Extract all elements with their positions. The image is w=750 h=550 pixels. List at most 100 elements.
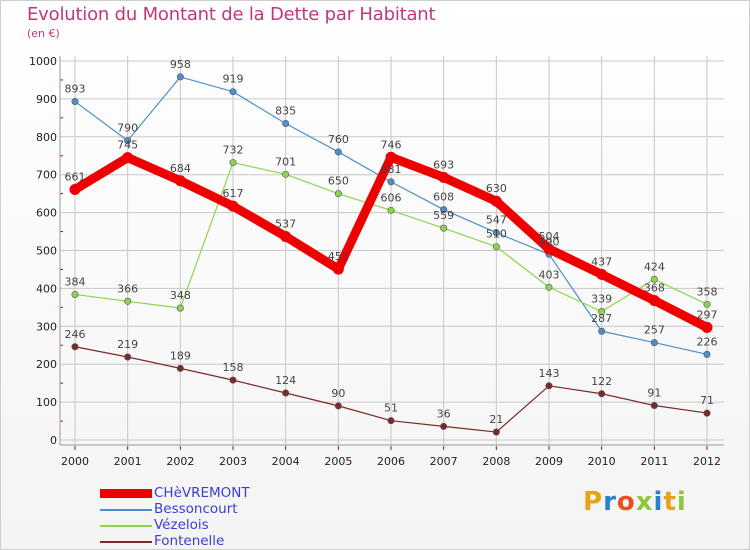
data-point-ch-vremont <box>69 183 81 195</box>
data-label-ch-vremont: 746 <box>381 138 402 151</box>
y-tick-label: 600 <box>36 207 57 220</box>
data-point-bessoncourt <box>282 120 290 128</box>
data-label-fontenelle: 122 <box>591 375 612 388</box>
legend-label: Vézelois <box>154 517 209 533</box>
data-point-bessoncourt <box>387 178 395 186</box>
logo-letter: o <box>616 487 636 517</box>
data-point-ch-vremont <box>332 263 344 275</box>
data-point-v-zelois <box>282 170 290 178</box>
y-tick-label: 800 <box>36 131 57 144</box>
data-label-fontenelle: 246 <box>65 328 86 341</box>
data-point-fontenelle <box>387 417 395 425</box>
data-point-bessoncourt <box>703 350 711 358</box>
logo-letter: t <box>663 487 677 517</box>
data-label-v-zelois: 366 <box>117 282 138 295</box>
data-label-bessoncourt: 681 <box>381 163 402 176</box>
data-label-ch-vremont: 297 <box>697 308 718 321</box>
data-label-bessoncourt: 893 <box>65 83 86 96</box>
x-tick-label: 2009 <box>535 455 563 468</box>
data-label-bessoncourt: 958 <box>170 58 191 71</box>
data-point-v-zelois <box>176 304 184 312</box>
data-label-fontenelle: 51 <box>384 402 398 415</box>
data-point-fontenelle <box>71 343 79 351</box>
data-point-fontenelle <box>598 390 606 398</box>
data-point-ch-vremont <box>438 171 450 183</box>
data-label-fontenelle: 36 <box>437 407 451 420</box>
legend-item: CHèVREMONT <box>100 485 360 501</box>
data-label-fontenelle: 158 <box>223 361 244 374</box>
axes: 0 100 200 300 400 500 600 700 800 900 1000 2000 2001… <box>29 55 724 468</box>
y-tick-label: 700 <box>36 169 57 182</box>
data-label-fontenelle: 189 <box>170 349 191 362</box>
x-tick-label: 2002 <box>166 455 194 468</box>
data-label-ch-vremont: 630 <box>486 182 507 195</box>
data-point-v-zelois <box>124 297 132 305</box>
chart-title: Evolution du Montant de la Dette par Hab… <box>27 4 436 25</box>
legend-swatch <box>100 541 152 543</box>
data-point-fontenelle <box>703 409 711 417</box>
data-point-ch-vremont <box>701 321 713 333</box>
data-label-v-zelois: 403 <box>539 268 560 281</box>
legend-swatch <box>100 489 152 498</box>
data-point-v-zelois <box>703 300 711 308</box>
data-label-ch-vremont: 504 <box>539 230 560 243</box>
data-point-v-zelois <box>440 224 448 232</box>
data-label-fontenelle: 91 <box>647 387 661 400</box>
data-label-bessoncourt: 490 <box>539 235 560 248</box>
data-label-fontenelle: 21 <box>489 413 503 426</box>
data-labels: 893 790 958 919 835 760 681 608 547 490 287 257 226 3… <box>65 58 718 426</box>
data-point-bessoncourt <box>598 327 606 335</box>
x-tick-label: 2007 <box>430 455 458 468</box>
data-point-ch-vremont <box>227 200 239 212</box>
data-label-v-zelois: 650 <box>328 175 349 188</box>
legend-item: Vézelois <box>100 517 360 533</box>
data-point-ch-vremont <box>174 175 186 187</box>
x-tick-label: 2001 <box>114 455 142 468</box>
data-point-bessoncourt <box>334 148 342 156</box>
legend-label: Bessoncourt <box>154 501 238 517</box>
legend-swatch <box>100 525 152 527</box>
y-tick-label: 200 <box>36 358 57 371</box>
data-label-ch-vremont: 745 <box>117 139 138 152</box>
data-label-v-zelois: 339 <box>591 293 612 306</box>
data-point-bessoncourt <box>124 137 132 145</box>
data-point-v-zelois <box>598 308 606 316</box>
data-label-bessoncourt: 257 <box>644 324 665 337</box>
data-label-bessoncourt: 226 <box>697 335 718 348</box>
legend-item: Fontenelle <box>100 533 360 549</box>
data-label-bessoncourt: 835 <box>275 105 296 118</box>
data-label-v-zelois: 701 <box>275 155 296 168</box>
data-point-bessoncourt <box>440 206 448 214</box>
chart-subtitle: (en €) <box>27 27 60 40</box>
y-tick-label: 300 <box>36 320 57 333</box>
data-point-v-zelois <box>545 283 553 291</box>
x-tick-label: 2004 <box>272 455 300 468</box>
x-tick-label: 2006 <box>377 455 405 468</box>
data-label-ch-vremont: 684 <box>170 162 191 175</box>
data-label-v-zelois: 348 <box>170 289 191 302</box>
y-tick-label: 400 <box>36 282 57 295</box>
proxiti-logo: Proxiti <box>583 487 687 517</box>
data-point-bessoncourt <box>71 98 79 106</box>
data-point-v-zelois <box>492 243 500 251</box>
data-point-fontenelle <box>334 402 342 410</box>
data-label-ch-vremont: 451 <box>328 250 349 263</box>
data-label-fontenelle: 219 <box>117 338 138 351</box>
data-label-v-zelois: 510 <box>486 228 507 241</box>
data-label-bessoncourt: 547 <box>486 214 507 227</box>
data-point-ch-vremont <box>122 152 134 164</box>
logo-letter: x <box>635 487 654 517</box>
data-point-ch-vremont <box>490 195 502 207</box>
x-tick-label: 2003 <box>219 455 247 468</box>
series-lines <box>69 73 713 436</box>
data-label-bessoncourt: 790 <box>117 122 138 135</box>
logo-letter: i <box>676 487 687 517</box>
y-tick-label: 500 <box>36 245 57 258</box>
x-tick-label: 2000 <box>61 455 89 468</box>
data-label-bessoncourt: 760 <box>328 133 349 146</box>
data-point-fontenelle <box>440 422 448 430</box>
data-label-bessoncourt: 919 <box>223 73 244 86</box>
logo-letter: P <box>583 487 604 517</box>
data-label-v-zelois: 606 <box>381 191 402 204</box>
